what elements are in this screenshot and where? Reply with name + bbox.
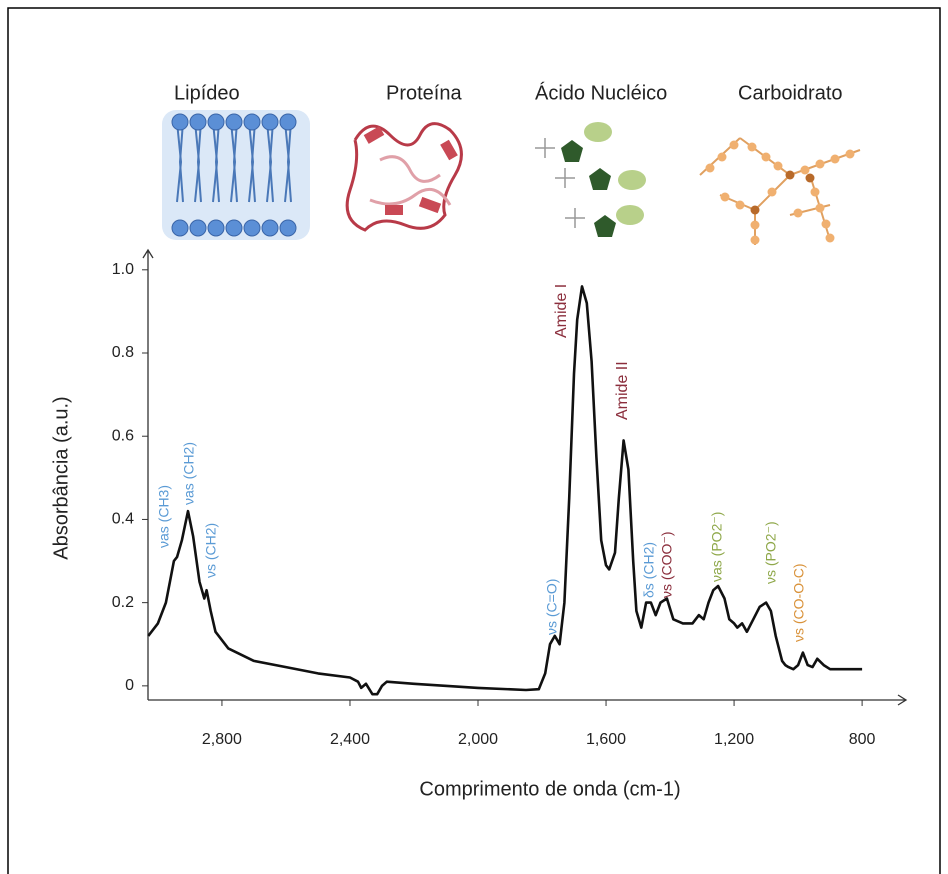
x-tick-label: 800 <box>849 731 876 748</box>
peak-annotation: δs (CH2) <box>641 542 657 598</box>
header: Proteína <box>386 82 462 104</box>
y-tick-label: 0.6 <box>112 427 134 444</box>
x-tick-label: 2,800 <box>202 731 242 748</box>
header: Lipídeo <box>174 82 240 104</box>
axes <box>142 248 908 706</box>
y-tick-label: 0.4 <box>112 511 134 528</box>
peak-annotation: νas (CH3) <box>156 485 172 548</box>
carbohydrate-icon <box>699 137 861 245</box>
x-axis-label: Comprimento de onda (cm-1) <box>419 778 680 800</box>
peak-annotation: νs (PO2⁻) <box>763 521 779 584</box>
peak-annotation: Amide I <box>553 284 570 338</box>
header: Carboidrato <box>738 82 843 104</box>
peak-annotation: Amide II <box>614 361 631 420</box>
peak-annotation: νs (CH2) <box>203 523 219 578</box>
x-tick-label: 2,000 <box>458 731 498 748</box>
peak-annotation: νs (CO-O-C) <box>791 563 807 642</box>
x-tick-label: 2,400 <box>330 731 370 748</box>
peak-annotation: νas (CH2) <box>181 442 197 505</box>
lipid-icon <box>162 110 310 240</box>
y-tick-label: 0 <box>125 677 134 694</box>
y-tick-label: 1.0 <box>112 261 134 278</box>
peak-annotation: νs (COO⁻) <box>659 532 675 599</box>
peak-annotation: νs (C=O) <box>544 579 560 635</box>
y-tick-label: 0.8 <box>112 344 134 361</box>
y-tick-label: 0.2 <box>112 594 134 611</box>
protein-icon <box>345 122 463 232</box>
y-axis-label: Absorbância (a.u.) <box>50 396 72 559</box>
frame <box>7 7 941 874</box>
spectrum-line <box>147 285 863 696</box>
x-tick-label: 1,200 <box>714 731 754 748</box>
x-tick-label: 1,600 <box>586 731 626 748</box>
peak-annotation: νas (PO2⁻) <box>709 512 725 582</box>
nucleic-acid-icon <box>535 122 646 237</box>
header: Ácido Nucléico <box>535 81 667 104</box>
